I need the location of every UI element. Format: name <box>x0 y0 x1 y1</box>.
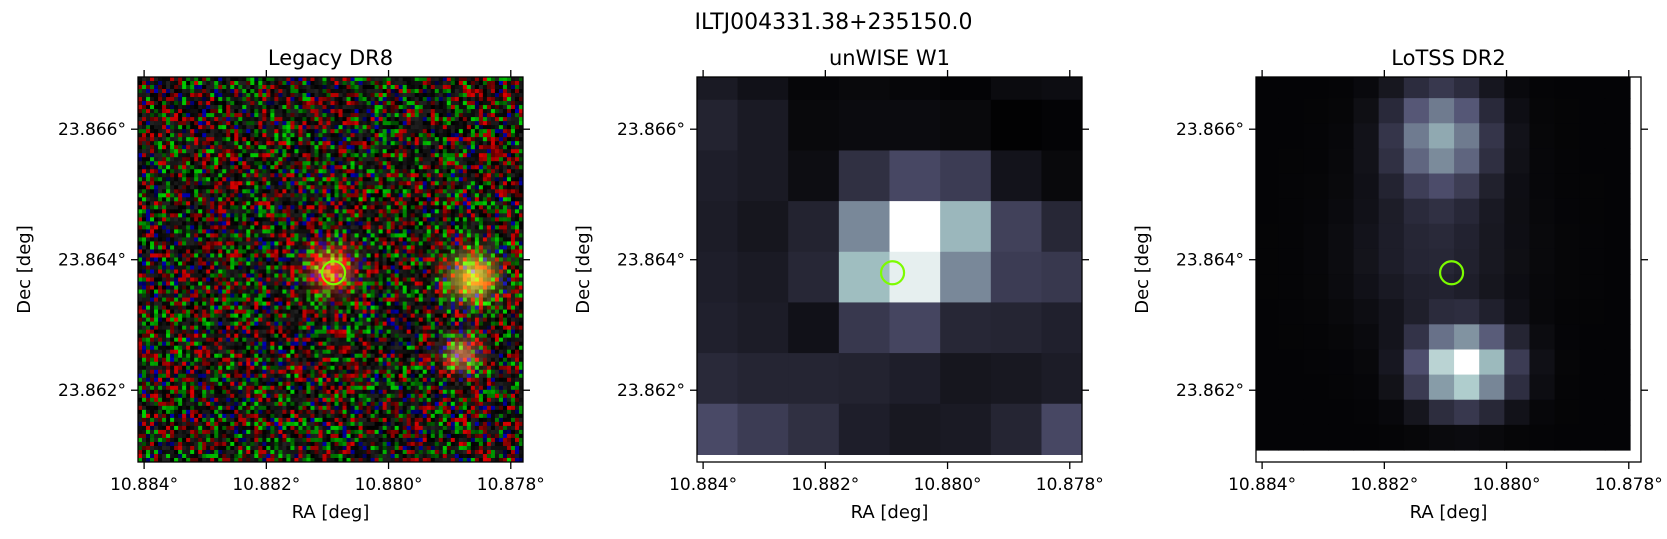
y-tick-label: 23.864° <box>1176 251 1244 271</box>
source-marker <box>879 260 906 286</box>
x-axis-label: RA [deg] <box>292 502 370 523</box>
x-tick-label: 10.884° <box>669 475 737 495</box>
x-tick-label: 10.880° <box>914 475 982 495</box>
y-axis-label: Dec [deg] <box>14 225 35 314</box>
panel-unwise-w1: 10.884° 10.882° 10.880° 10.878° 23.862° 23.86… <box>573 46 1104 523</box>
y-tick-label: 23.862° <box>58 381 126 401</box>
x-tick-label: 10.884° <box>1228 475 1296 495</box>
source-marker <box>1438 260 1465 286</box>
y-axis-label: Dec [deg] <box>573 225 594 314</box>
x-tick-label: 10.880° <box>355 475 423 495</box>
x-tick-label: 10.880° <box>1473 475 1541 495</box>
panel-lotss-dr2: 10.884° 10.882° 10.880° 10.878° 23.862° 23.86… <box>1132 46 1663 523</box>
image-lotss-dr2 <box>1256 77 1641 462</box>
y-tick-label: 23.864° <box>58 251 126 271</box>
x-axis-label: RA [deg] <box>851 502 929 523</box>
y-tick-label: 23.864° <box>617 251 685 271</box>
x-tick-label: 10.878° <box>1595 475 1663 495</box>
x-tick-label: 10.882° <box>232 475 300 495</box>
x-tick-label: 10.878° <box>477 475 545 495</box>
x-tick-label: 10.884° <box>110 475 178 495</box>
panel-title: LoTSS DR2 <box>1391 46 1505 70</box>
y-tick-label: 23.862° <box>1176 381 1244 401</box>
image-legacy-dr8 <box>138 77 523 462</box>
x-tick-label: 10.882° <box>791 475 859 495</box>
panel-title: unWISE W1 <box>829 46 950 70</box>
y-tick-label: 23.866° <box>617 120 685 140</box>
x-tick-label: 10.878° <box>1036 475 1104 495</box>
y-tick-label: 23.866° <box>58 120 126 140</box>
figure-title: ILTJ004331.38+235150.0 <box>694 10 973 35</box>
axes-frame <box>1255 76 1642 463</box>
axes-frame <box>137 76 524 463</box>
x-tick-label: 10.882° <box>1350 475 1418 495</box>
y-tick-label: 23.862° <box>617 381 685 401</box>
axes-frame <box>696 76 1083 463</box>
source-marker <box>320 260 347 286</box>
image-unwise-w1 <box>697 77 1082 455</box>
y-axis-label: Dec [deg] <box>1132 225 1153 314</box>
x-axis-label: RA [deg] <box>1410 502 1488 523</box>
panel-legacy-dr8: 10.884° 10.882° 10.880° 10.878° 23.862° 23.86… <box>14 46 545 523</box>
y-tick-label: 23.866° <box>1176 120 1244 140</box>
panel-title: Legacy DR8 <box>268 46 393 70</box>
